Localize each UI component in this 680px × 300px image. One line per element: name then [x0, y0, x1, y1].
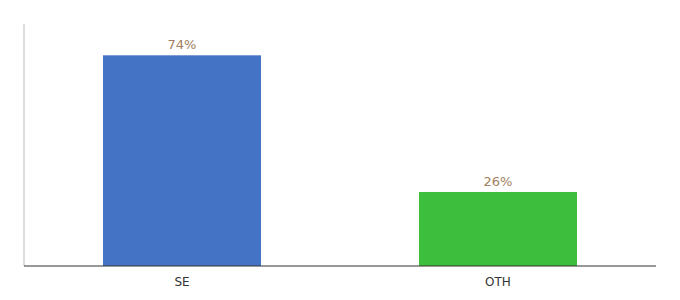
chart-container: 74% 26% SE OTH: [0, 0, 680, 300]
bar: [419, 192, 577, 266]
bar: [103, 55, 261, 266]
y-axis-line: [24, 24, 25, 266]
bars: [103, 55, 577, 266]
x-tick-label: OTH: [485, 275, 511, 289]
chart: 74% 26% SE OTH: [0, 0, 680, 300]
data-labels: 74% 26%: [168, 37, 513, 189]
x-tick-labels: SE OTH: [174, 275, 511, 289]
data-label: 74%: [168, 37, 197, 52]
background: [0, 0, 680, 300]
data-label: 26%: [484, 174, 513, 189]
x-tick-label: SE: [174, 275, 189, 289]
x-axis-line: [24, 265, 656, 266]
